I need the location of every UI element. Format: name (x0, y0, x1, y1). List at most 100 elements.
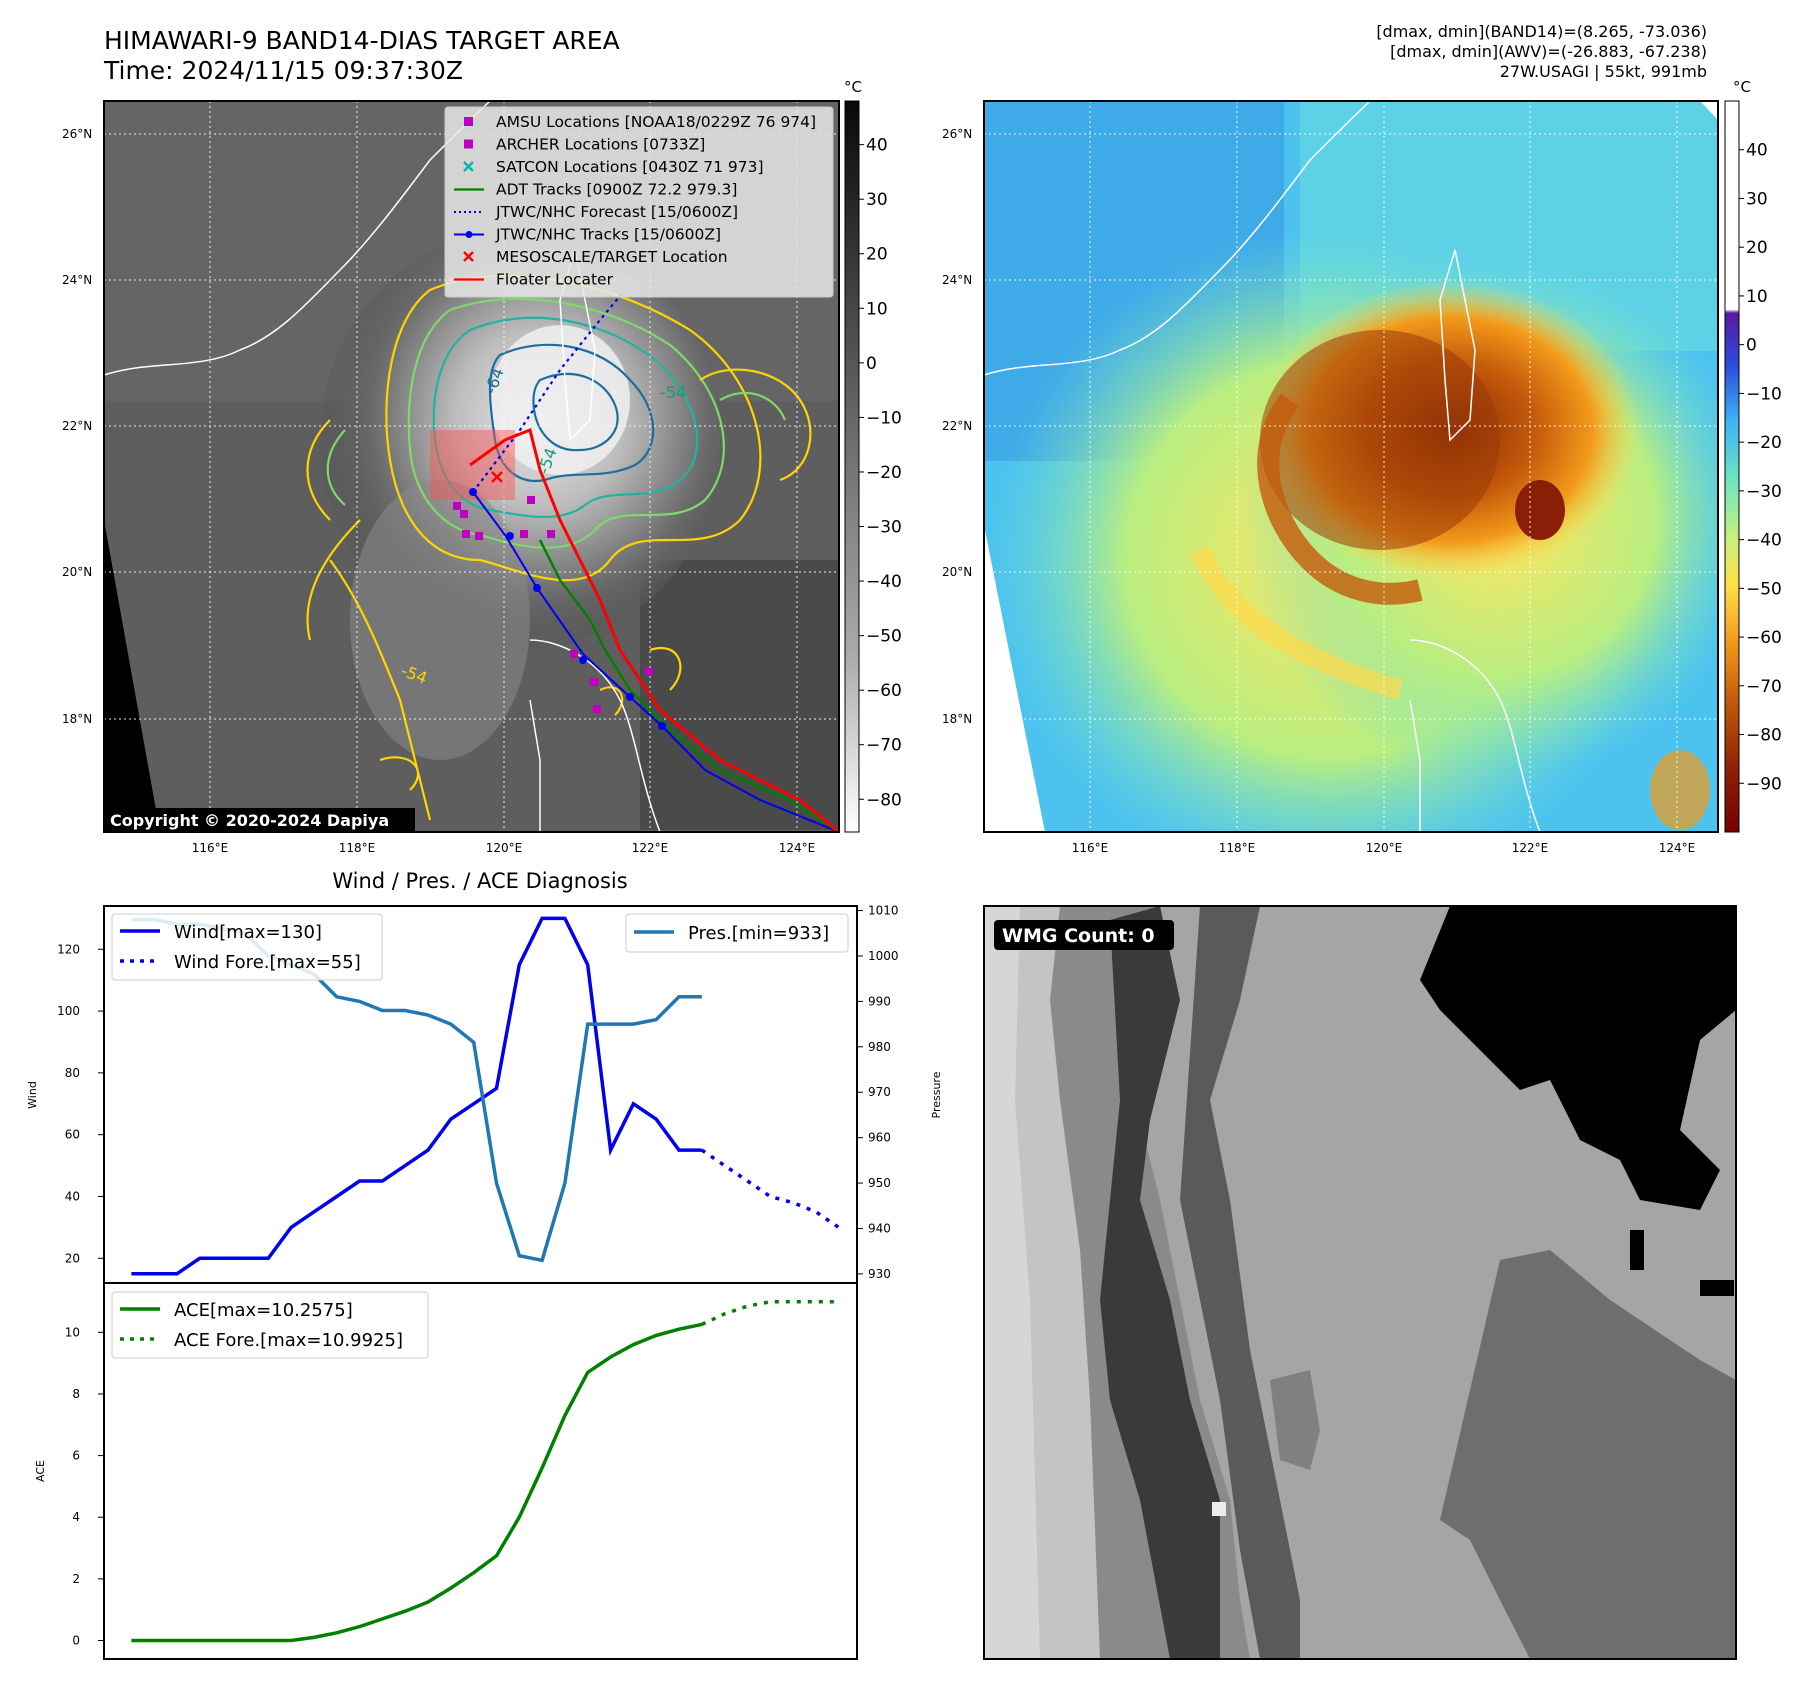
pressure-ytick-label: 940 (868, 1221, 891, 1235)
lon-label: 120°E (1366, 841, 1403, 855)
awv-cbar-label: 40 (1746, 141, 1768, 161)
awv-cbar-label: −90 (1746, 774, 1782, 794)
legend-label: ADT Tracks [0900Z 72.2 979.3] (496, 181, 737, 199)
ir-imagery: -64 -54 -54 -54 AMSU Locations [NOAA18/0… (104, 101, 839, 832)
lon-label: 120°E (486, 841, 523, 855)
wind-ytick-label: 120 (57, 942, 80, 956)
lat-label: 18°N (62, 712, 92, 726)
ir-cbar-label: −30 (866, 518, 902, 538)
awv-cbar-label: −70 (1746, 677, 1782, 697)
awv-cbar-label: −40 (1746, 531, 1782, 551)
adt-track (538, 539, 839, 832)
legend-marker-x (463, 251, 474, 262)
ace-ytick-label: 4 (72, 1510, 80, 1524)
awv-imagery (984, 101, 1718, 832)
wind-ytick-label: 60 (65, 1128, 80, 1142)
target-marker (491, 471, 503, 483)
awv-cbar-label: −30 (1746, 482, 1782, 502)
ace-ytick-label: 6 (72, 1449, 80, 1463)
pressure-axis-label: Pressure (930, 1071, 943, 1118)
wind-fore-legend-label: Wind Fore.[max=55] (174, 952, 361, 973)
wind-line (131, 916, 702, 1276)
pressure-legend-label: Pres.[min=933] (688, 923, 829, 944)
storm-info-text: 27W.USAGI | 55kt, 991mb (1499, 62, 1707, 81)
pressure-ytick-label: 950 (868, 1176, 891, 1190)
ace-axis-label: ACE (34, 1460, 47, 1482)
legend-label: AMSU Locations [NOAA18/0229Z 76 974] (496, 113, 816, 131)
ace-ytick-label: 8 (72, 1387, 80, 1401)
wind-ytick-label: 100 (57, 1004, 80, 1018)
lat-label: 18°N (942, 712, 972, 726)
awv-lon-labels: 116°E 118°E 120°E 122°E 124°E (1072, 841, 1696, 855)
lon-label: 116°E (192, 841, 229, 855)
legend-label: JTWC/NHC Forecast [15/0600Z] (495, 203, 738, 221)
wmg-count-box (994, 920, 1174, 950)
copyright-text: Copyright © 2020-2024 Dapiya (110, 811, 389, 830)
ace-legend: ACE[max=10.2575] ACE Fore.[max=10.9925] (111, 1291, 429, 1359)
wmg-panel: WMG Count: 0 (983, 905, 1737, 1660)
awv-cbar-label: −80 (1746, 726, 1782, 746)
legend-marker-dot (465, 231, 473, 238)
wind-ytick-label: 40 (65, 1189, 80, 1203)
ir-cbar-label: −60 (866, 681, 902, 701)
lat-label: 22°N (62, 419, 92, 433)
lat-label: 22°N (942, 419, 972, 433)
ir-cbar-label: 10 (866, 299, 888, 319)
copyright-box (105, 808, 415, 832)
awv-cbar-label: 20 (1746, 238, 1768, 258)
figure-time: Time: 2024/11/15 09:37:30Z (104, 56, 463, 85)
awv-gridlines (984, 101, 1718, 832)
lon-label: 124°E (779, 841, 816, 855)
ir-cbar-label: 0 (866, 354, 877, 374)
ir-cbar-label: −70 (866, 736, 902, 756)
figure-title: HIMAWARI-9 BAND14-DIAS TARGET AREA (104, 26, 620, 55)
pressure-ytick-label: 990 (868, 994, 891, 1008)
awv-colorbar-unit: °C (1733, 78, 1751, 96)
wind-legend-label: Wind[max=130] (174, 922, 322, 943)
dmax-band14-text: [dmax, dmin](BAND14)=(8.265, -73.036) (1376, 22, 1707, 41)
ace-ytick-label: 10 (65, 1325, 80, 1339)
diagnosis-panel: Wind / Pres. / ACE Diagnosis Wind Pressu… (26, 869, 943, 1660)
pressure-ytick-label: 930 (868, 1267, 891, 1281)
lon-label: 118°E (1219, 841, 1256, 855)
pressure-ytick-label: 960 (868, 1131, 891, 1145)
wind-legend: Wind[max=130] Wind Fore.[max=55] (111, 913, 383, 981)
awv-cbar-label: −20 (1746, 433, 1782, 453)
wmg-frame (983, 905, 1737, 1660)
ir-cbar-label: 30 (866, 190, 888, 210)
ir-cbar-label: −10 (866, 408, 902, 428)
ir-cbar-label: −80 (866, 790, 902, 810)
ir-cbar-label: −20 (866, 463, 902, 483)
pressure-ytick-label: 970 (868, 1085, 891, 1099)
dmax-awv-text: [dmax, dmin](AWV)=(-26.883, -67.238) (1390, 42, 1707, 61)
awv-cbar-label: 10 (1746, 287, 1768, 307)
lon-label: 122°E (632, 841, 669, 855)
pressure-ytick-label: 1000 (868, 949, 899, 963)
lat-label: 26°N (942, 127, 972, 141)
legend-label: JTWC/NHC Tracks [15/0600Z] (495, 226, 721, 244)
lat-label: 24°N (942, 273, 972, 287)
lat-label: 20°N (942, 565, 972, 579)
lon-label: 118°E (339, 841, 376, 855)
lat-label: 20°N (62, 565, 92, 579)
legend-label: SATCON Locations [0430Z 71 973] (496, 158, 764, 176)
ir-contours (306, 274, 812, 821)
awv-lat-labels: 26°N 24°N 22°N 20°N 18°N (942, 127, 972, 726)
awv-cbar-label: −10 (1746, 384, 1782, 404)
lon-label: 122°E (1512, 841, 1549, 855)
amsu-markers (453, 496, 653, 713)
legend-marker-square (464, 117, 473, 126)
ir-lon-labels: 116°E 118°E 120°E 122°E 124°E (192, 841, 816, 855)
awv-map-frame (983, 100, 1719, 833)
pressure-legend: Pres.[min=933] (625, 913, 849, 953)
legend-label: Floater Locater (496, 271, 614, 289)
pressure-ytick-label: 980 (868, 1040, 891, 1054)
ace-fore-legend-label: ACE Fore.[max=10.9925] (174, 1330, 403, 1351)
lon-label: 116°E (1072, 841, 1109, 855)
jtwc-points (469, 488, 666, 730)
wind-axis-label: Wind (26, 1081, 39, 1109)
coastline (104, 101, 661, 832)
floater-track (469, 427, 839, 832)
ace-forecast-line (701, 1300, 839, 1326)
awv-map-panel: 26°N 24°N 22°N 20°N 18°N 116°E 118°E 120… (942, 100, 1719, 855)
